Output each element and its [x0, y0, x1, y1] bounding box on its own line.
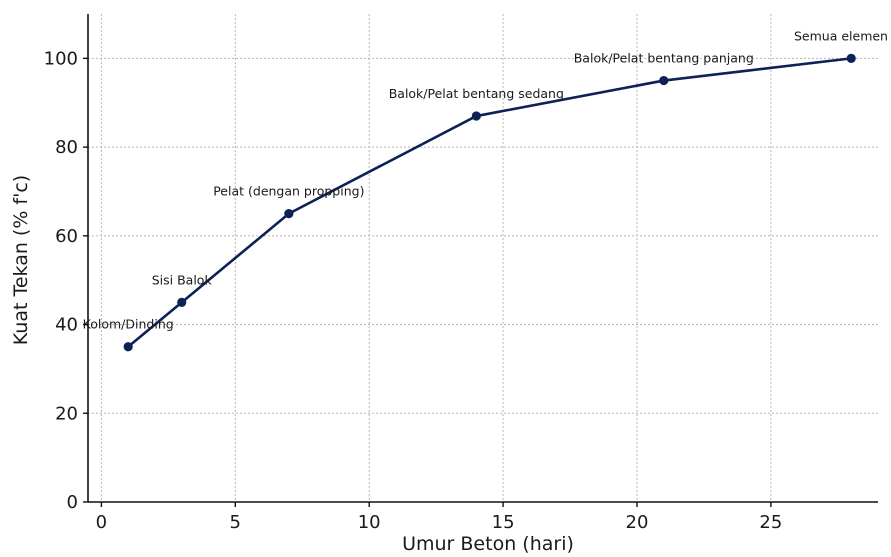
data-point: [659, 75, 669, 86]
y-tick-label: 100: [44, 48, 78, 69]
tick-labels: 0 5 10 15 20 25 0 20 40 60 80 100: [44, 48, 783, 533]
y-tick-label: 0: [67, 492, 78, 513]
y-tick-label: 60: [55, 226, 78, 247]
axes: [83, 14, 878, 507]
data-point: [284, 209, 294, 219]
point-label: Semua elemen: [794, 28, 888, 43]
point-label: Balok/Pelat bentang sedang: [389, 86, 564, 101]
y-axis-title: Kuat Tekan (% f'c): [10, 175, 32, 345]
point-label: Kolom/Dinding: [83, 317, 174, 332]
point-label: Pelat (dengan propping): [213, 184, 364, 199]
y-tick-label: 20: [55, 403, 78, 424]
x-axis-title: Umur Beton (hari): [402, 533, 574, 555]
data-point: [846, 53, 856, 63]
y-tick-label: 80: [55, 137, 78, 158]
point-label: Sisi Balok: [152, 272, 213, 287]
data-point: [123, 342, 133, 352]
x-tick-label: 20: [626, 512, 649, 533]
point-labels: Kolom/Dinding Sisi Balok Pelat (dengan pro…: [83, 28, 888, 331]
y-tick-label: 40: [55, 315, 78, 336]
series-line: [127, 57, 852, 348]
x-tick-label: 10: [358, 512, 381, 533]
data-series: [123, 53, 856, 352]
point-label: Balok/Pelat bentang panjang: [574, 51, 754, 66]
data-point: [471, 111, 481, 121]
x-tick-label: 5: [230, 512, 241, 533]
x-tick-label: 15: [492, 512, 515, 533]
data-point: [177, 297, 187, 307]
x-tick-label: 0: [96, 512, 107, 533]
x-tick-label: 25: [759, 512, 782, 533]
